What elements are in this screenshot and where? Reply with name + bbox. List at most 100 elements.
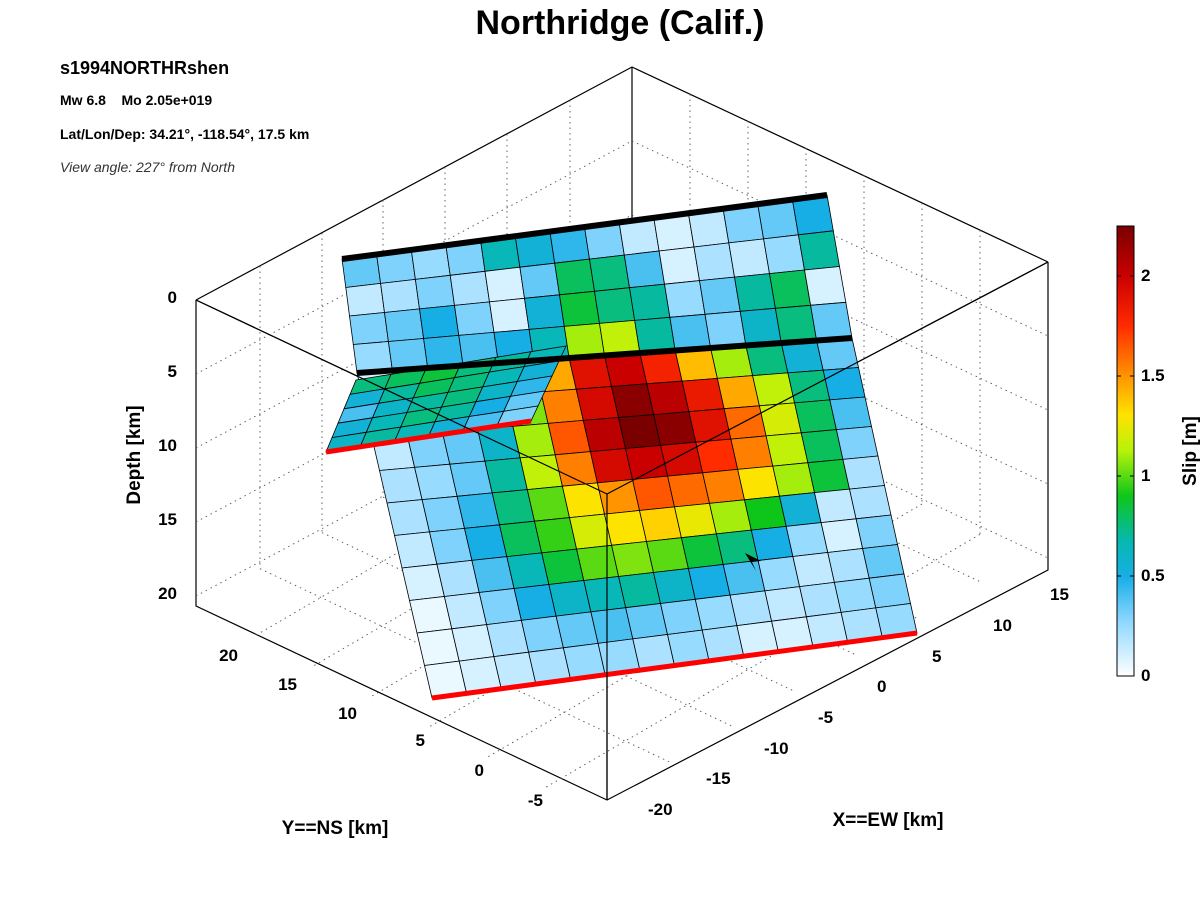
ns-tick-label: -5	[528, 791, 543, 810]
slip-cell	[596, 479, 640, 515]
depth-axis-label: Depth [km]	[124, 405, 145, 504]
slip-cell	[810, 301, 853, 341]
ns-axis: -5 0 5 10 15 20 Y==NS [km]	[219, 646, 543, 839]
overlay-front-top-right	[606, 261, 1049, 495]
ns-tick-label: 10	[338, 704, 357, 723]
ew-axis: -20 -15 -10 -5 0 5 10 15 X==EW [km]	[648, 585, 1069, 831]
slip-cell	[599, 319, 641, 356]
slip-cell	[653, 568, 696, 604]
depth-tick-label: 0	[168, 288, 177, 307]
slip-cell	[454, 301, 495, 336]
slip-cell	[380, 278, 420, 313]
slip-cell	[800, 429, 844, 464]
ns-tick-label: 20	[219, 646, 238, 665]
slip-cell	[728, 238, 770, 278]
slip-cell	[820, 518, 864, 553]
slip-cell	[792, 552, 835, 588]
event-id: s1994NORTHRshen	[60, 58, 229, 78]
axes-front-overlay	[195, 261, 1049, 800]
slip-cell	[519, 262, 560, 299]
colorbar-tick-label: 1	[1141, 466, 1150, 485]
slip-cell	[632, 475, 675, 511]
slip-cell	[730, 435, 774, 470]
slip-cell	[849, 485, 892, 520]
slip-cell	[625, 603, 668, 640]
slip-cell	[737, 465, 780, 501]
slip-cell	[764, 586, 807, 622]
depth-tick-label: 10	[158, 436, 177, 455]
slip-cell	[739, 307, 782, 346]
slip-cell	[694, 594, 738, 631]
slip-cell	[772, 462, 815, 497]
slip-cell	[589, 254, 630, 292]
slip-cell	[680, 533, 724, 569]
small-segment-bottom-edge	[325, 418, 532, 455]
main-segment-bottom-edge	[431, 630, 918, 701]
slip-cell	[855, 514, 898, 549]
ns-axis-label: Y==NS [km]	[282, 818, 389, 839]
slip-cell	[681, 377, 725, 413]
slip-cell	[559, 290, 600, 327]
slip-cell	[709, 499, 752, 535]
slip-cell	[829, 396, 872, 431]
slip-cell	[693, 242, 735, 282]
slip-cell	[618, 572, 661, 609]
slip-cell	[646, 537, 689, 573]
slip-cell	[794, 399, 837, 434]
slip-cell	[664, 280, 706, 318]
slip-cell	[604, 510, 647, 546]
slip-cell	[752, 372, 796, 407]
magnitude-line: Mw 6.8 Mo 2.05e+019	[60, 92, 212, 108]
ns-tick-label: 0	[475, 761, 484, 780]
slip-cell	[660, 598, 703, 635]
slip-cell	[669, 313, 712, 351]
slip-cell	[723, 405, 767, 440]
slip-cell	[757, 556, 801, 592]
ew-tick-label: -5	[818, 708, 833, 727]
slip-cell	[779, 492, 822, 527]
slip-cell	[729, 590, 773, 627]
slip-cell	[449, 270, 490, 306]
slip-cell	[611, 541, 654, 577]
depth-tick-label: 5	[168, 362, 177, 381]
slip-cell	[594, 287, 636, 324]
ew-tick-label: -15	[706, 769, 731, 788]
slip-cell	[653, 411, 697, 446]
slip-cell	[687, 564, 731, 600]
depth-tick-label: 20	[158, 584, 177, 603]
slip-cell	[629, 283, 671, 321]
slip-cell	[785, 522, 829, 557]
colorbar-tick-label: 0	[1141, 666, 1150, 685]
colorbar-ticks	[1117, 275, 1134, 677]
slip-cell	[384, 308, 425, 342]
colorbar-gradient	[1116, 225, 1135, 677]
slip-cell	[419, 304, 460, 339]
slip-cell	[699, 276, 741, 315]
slip-cell	[822, 367, 866, 401]
ew-tick-label: 10	[993, 616, 1012, 635]
slip-cell	[835, 426, 879, 460]
depth-tick-label: 15	[158, 510, 177, 529]
slip-cell	[688, 408, 732, 443]
ns-tick-label: 5	[416, 731, 425, 750]
fault-segment	[325, 345, 567, 453]
slip-cell	[787, 369, 831, 404]
ew-tick-label: -20	[648, 800, 673, 819]
slip-cell	[674, 502, 717, 539]
ew-axis-label: X==EW [km]	[833, 810, 944, 831]
slip-cell	[639, 506, 682, 542]
slip-cell	[814, 488, 857, 524]
slip-cell	[623, 250, 665, 289]
colorbar: 0 0.5 1 1.5 2 Slip [m]	[1116, 225, 1200, 685]
slip-cell	[758, 402, 802, 437]
colorbar-label: Slip [m]	[1180, 416, 1200, 486]
slip-cell	[765, 432, 809, 467]
slip-cell	[750, 525, 794, 561]
fault-segment	[356, 337, 918, 699]
colorbar-tick-label: 1.5	[1141, 366, 1165, 385]
upper-segment-top-edge	[341, 192, 828, 262]
slip-cell	[582, 417, 626, 453]
slip-cell	[769, 269, 812, 309]
slip-cell	[763, 234, 805, 275]
